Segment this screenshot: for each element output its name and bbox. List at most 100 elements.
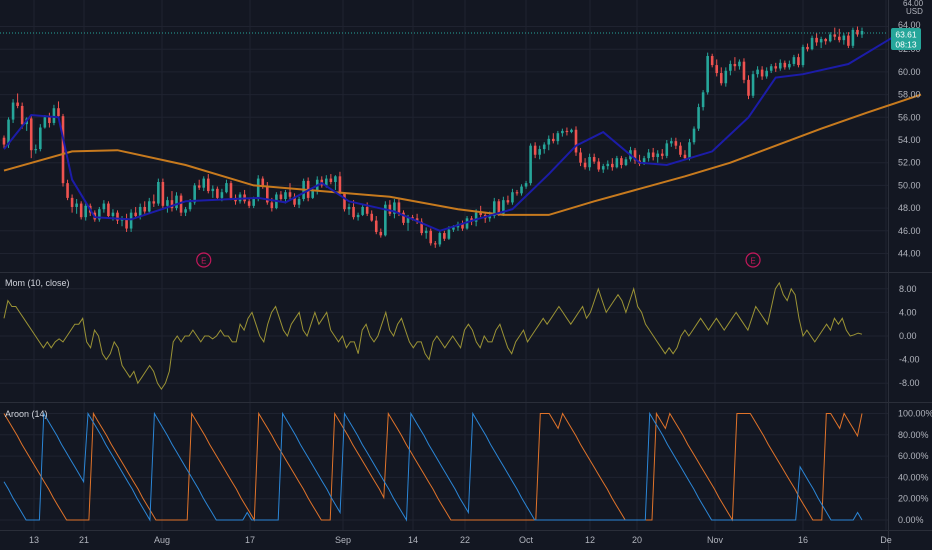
candle-body	[338, 176, 342, 194]
candle-body	[279, 194, 283, 200]
candle-body	[583, 162, 587, 168]
candle-body	[388, 204, 392, 214]
momentum-title: Mom (10, close)	[5, 278, 70, 288]
candle-body	[606, 163, 610, 167]
candle-body	[229, 183, 233, 198]
candle-body	[552, 138, 555, 142]
price-axis-tick: 52.00	[898, 158, 921, 168]
candle-body	[611, 163, 614, 168]
price-axis-tick: 60.00	[898, 67, 921, 77]
candle-body	[724, 70, 728, 84]
time-axis-tick: Aug	[154, 535, 170, 545]
candle-body	[706, 56, 709, 93]
aroon-axis-tick: 100.00%	[898, 409, 932, 419]
time-axis-tick: Oct	[519, 535, 534, 545]
candle-body	[75, 203, 78, 207]
candle-body	[211, 188, 215, 192]
price-countdown: 08:13	[895, 40, 917, 50]
candle-body	[465, 218, 469, 229]
candle-body	[79, 203, 83, 218]
candle-body	[683, 154, 687, 159]
time-axis-tick: Sep	[335, 535, 351, 545]
candle-body	[429, 230, 433, 244]
time-axis-tick: Nov	[707, 535, 724, 545]
price-axis-top-tick: 64.00	[903, 0, 924, 8]
candle-body	[547, 138, 551, 145]
candle-body	[397, 202, 401, 213]
momentum-axis-tick: 4.00	[899, 307, 917, 317]
momentum-axis-tick: -8.00	[899, 378, 920, 388]
aroon-down-line	[3, 411, 863, 522]
time-axis-tick: 14	[408, 535, 418, 545]
candle-body	[542, 144, 546, 150]
candle-body	[592, 157, 596, 162]
candle-body	[438, 233, 442, 245]
earnings-label: E	[750, 257, 755, 266]
candle-body	[574, 129, 578, 153]
candle-body	[778, 62, 782, 69]
candle-body	[647, 152, 650, 159]
candle-body	[11, 102, 15, 120]
candle-body	[66, 183, 69, 198]
earnings-icon	[196, 252, 212, 268]
candle-body	[297, 199, 301, 205]
candle-body	[116, 212, 119, 221]
candle-body	[284, 192, 287, 200]
candle-body	[506, 200, 510, 203]
candle-body	[851, 29, 855, 46]
candle-body	[742, 61, 746, 80]
candle-body	[379, 231, 383, 236]
candle-body	[529, 145, 532, 184]
aroon-axis-tick: 20.00%	[898, 494, 929, 504]
momentum-axis-tick: 0.00	[899, 331, 917, 341]
candle-body	[98, 209, 101, 220]
price-axis-tick: 48.00	[898, 203, 921, 213]
candle-body	[415, 218, 419, 222]
candle-body	[511, 192, 514, 203]
candle-body	[729, 63, 732, 71]
candle-body	[184, 209, 187, 213]
aroon-title: Aroon (14)	[5, 409, 48, 419]
candle-body	[620, 158, 623, 165]
candle-body	[143, 206, 147, 212]
candle-body	[288, 192, 292, 197]
candle-body	[479, 212, 482, 215]
candle-body	[347, 206, 351, 210]
aroon-up-line	[3, 411, 863, 522]
price-axis-tick: 44.00	[898, 249, 921, 259]
candle-body	[660, 153, 664, 156]
price-axis-tick: 54.00	[898, 135, 921, 145]
candle-body	[733, 63, 737, 67]
candle-body	[769, 66, 773, 71]
candle-body	[43, 117, 47, 128]
time-axis-tick: 17	[245, 535, 255, 545]
candle-body	[193, 185, 196, 203]
candle-body	[447, 229, 451, 239]
candle-body	[828, 34, 832, 42]
candle-body	[34, 149, 38, 151]
candle-body	[688, 142, 691, 159]
candle-body	[325, 178, 328, 186]
candle-body	[806, 46, 809, 50]
candle-body	[343, 193, 346, 210]
candle-body	[147, 201, 151, 212]
candle-body	[57, 108, 60, 117]
candle-body	[84, 205, 88, 218]
candle-body	[424, 230, 428, 234]
candle-body	[633, 150, 637, 161]
price-axis-tick: 56.00	[898, 112, 921, 122]
aroon-axis-tick: 40.00%	[898, 472, 929, 482]
candle-body	[597, 161, 600, 170]
candle-body	[39, 127, 42, 150]
candle-body	[225, 183, 228, 193]
candle-body	[701, 92, 705, 108]
candle-body	[624, 159, 628, 165]
candle-body	[751, 74, 755, 96]
candle-body	[665, 143, 669, 156]
candle-body	[111, 212, 115, 217]
time-axis-tick: 12	[585, 535, 595, 545]
candle-body	[433, 243, 437, 245]
candle-body	[515, 192, 519, 194]
candle-body	[125, 218, 128, 229]
